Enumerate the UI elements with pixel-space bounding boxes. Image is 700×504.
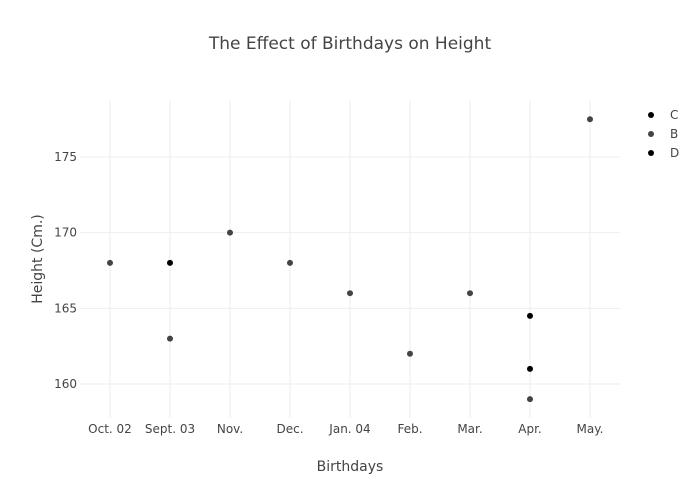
x-tick-label: Mar.	[457, 422, 482, 436]
y-tick-label: 175	[54, 150, 77, 164]
y-tick-label: 170	[54, 226, 77, 240]
data-point-B	[527, 396, 533, 403]
x-tick-label: Jan. 04	[328, 422, 370, 436]
legend-label-B: B	[670, 127, 678, 141]
y-tick-label: 165	[54, 301, 77, 315]
data-point-B	[227, 229, 233, 236]
legend-label-C: C	[670, 108, 678, 122]
data-point-B	[167, 335, 173, 342]
y-axis-title: Height (Cm.)	[30, 214, 46, 304]
x-tick-label: May.	[577, 422, 604, 436]
data-point-C	[527, 312, 533, 319]
y-tick-label: 160	[54, 377, 77, 391]
data-point-B	[347, 290, 353, 297]
x-tick-label: Nov.	[217, 422, 243, 436]
x-tick-label: Dec.	[276, 422, 303, 436]
legend-marker-D	[648, 150, 654, 156]
chart-title: The Effect of Birthdays on Height	[208, 34, 492, 54]
legend-marker-B	[648, 131, 654, 137]
x-tick-label: Sept. 03	[145, 422, 195, 436]
data-point-B	[407, 350, 413, 357]
data-point-D	[527, 365, 533, 372]
x-axis-title: Birthdays	[317, 459, 384, 475]
x-tick-label: Apr.	[518, 422, 541, 436]
x-tick-label: Oct. 02	[88, 422, 132, 436]
legend-label-D: D	[670, 146, 679, 160]
legend-marker-C	[648, 112, 654, 118]
data-point-B	[587, 116, 593, 123]
data-point-B	[287, 259, 293, 266]
data-point-C	[167, 259, 173, 266]
x-tick-label: Feb.	[397, 422, 422, 436]
data-point-B	[107, 259, 113, 266]
data-point-B	[467, 290, 473, 297]
